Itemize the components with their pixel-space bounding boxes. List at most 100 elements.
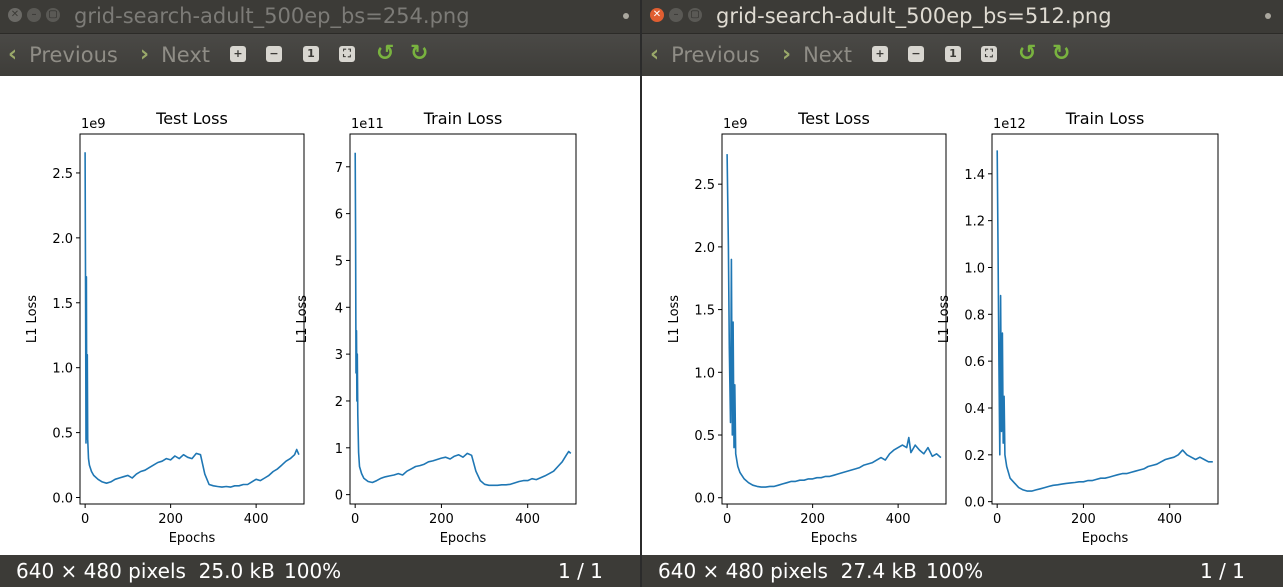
file-size: 27.4 kB [840, 559, 917, 583]
status-bar: 640 × 480 pixels 25.0 kB 100% 1 / 1 [0, 555, 641, 587]
axis-multiplier: 1e9 [81, 117, 106, 132]
normal-size-icon[interactable]: 1 [945, 46, 961, 62]
next-label: Next [161, 43, 210, 67]
x-tick-label: 0 [351, 512, 359, 527]
y-tick-label: 0.2 [964, 449, 985, 464]
series-line [84, 152, 300, 488]
y-tick-label: 0.0 [52, 492, 73, 507]
close-icon[interactable]: ✕ [8, 8, 22, 22]
rotate-right-icon[interactable]: ↻ [1052, 41, 1071, 66]
image-viewport: Test Loss 1e9 0 200 400 0.0 0.5 1.0 1.5 2.0 2.5 Epo… [642, 76, 1283, 555]
chevron-left-icon: ‹ [650, 42, 660, 67]
minimize-icon[interactable]: – [27, 8, 41, 22]
y-tick-label: 1.2 [964, 215, 985, 230]
chart-title: Test Loss [797, 109, 870, 128]
zoom-in-icon[interactable]: + [872, 46, 888, 62]
x-tick-label: 200 [429, 512, 454, 527]
rotate-left-icon[interactable]: ↺ [376, 41, 395, 66]
axis-multiplier: 1e12 [993, 117, 1026, 132]
y-tick-label: 1.0 [694, 366, 715, 381]
close-icon[interactable]: ✕ [650, 8, 664, 22]
y-tick-label: 2.0 [52, 232, 73, 247]
y-tick-label: 0 [335, 489, 343, 504]
test-loss-chart: Test Loss 1e9 0 200 400 0.0 0.5 1.0 1.5 2.0 2.5 Epo… [667, 109, 947, 546]
chevron-left-icon: ‹ [8, 42, 18, 67]
y-tick-label: 0.5 [52, 427, 73, 442]
series-line [996, 150, 1213, 492]
plot-frame [721, 133, 947, 505]
y-tick-label: 6 [335, 208, 343, 223]
window-title: grid-search-adult_500ep_bs=254.png [74, 4, 470, 28]
zoom-level: 100% [284, 559, 342, 583]
minimize-icon[interactable]: – [669, 8, 683, 22]
y-tick-label: 1.0 [52, 362, 73, 377]
y-tick-label: 1.0 [964, 261, 985, 276]
x-axis-label: Epochs [440, 531, 487, 546]
x-tick-label: 0 [81, 512, 89, 527]
x-axis-label: Epochs [811, 531, 858, 546]
y-tick-label: 2.0 [694, 241, 715, 256]
x-tick-label: 200 [158, 512, 183, 527]
series-line [726, 154, 942, 488]
train-loss-chart: Train Loss 1e12 0 200 400 0.0 0.2 0.4 0.6 0.8 1.0 1… [937, 109, 1219, 546]
zoom-in-icon[interactable]: + [230, 46, 246, 62]
rotate-right-icon[interactable]: ↻ [410, 41, 429, 66]
chart-title: Test Loss [155, 109, 228, 128]
y-tick-label: 0.5 [694, 429, 715, 444]
y-axis-label: L1 Loss [937, 295, 952, 343]
chevron-right-icon: › [140, 42, 150, 67]
y-tick-label: 1.4 [964, 168, 985, 183]
best-fit-icon[interactable]: ⛶ [339, 46, 355, 62]
previous-label: Previous [671, 43, 760, 67]
zoom-level: 100% [926, 559, 984, 583]
y-tick-label: 7 [335, 161, 343, 176]
previous-button[interactable]: ‹ Previous [650, 34, 760, 76]
x-tick-label: 400 [886, 512, 911, 527]
previous-button[interactable]: ‹ Previous [8, 34, 118, 76]
y-tick-label: 4 [335, 301, 343, 316]
normal-size-icon[interactable]: 1 [303, 46, 319, 62]
previous-label: Previous [29, 43, 118, 67]
window-menu-icon[interactable] [1265, 13, 1271, 19]
title-bar: ✕ – ▢ grid-search-adult_500ep_bs=254.png [0, 0, 641, 33]
file-size: 25.0 kB [198, 559, 275, 583]
zoom-out-icon[interactable]: − [266, 46, 282, 62]
y-tick-label: 1.5 [52, 297, 73, 312]
axis-multiplier: 1e9 [723, 117, 748, 132]
chart-title: Train Loss [423, 109, 503, 128]
next-button[interactable]: › Next [140, 34, 210, 76]
chevron-right-icon: › [782, 42, 792, 67]
status-bar: 640 × 480 pixels 27.4 kB 100% 1 / 1 [642, 555, 1283, 587]
window-menu-icon[interactable] [623, 13, 629, 19]
y-axis-label: L1 Loss [25, 295, 40, 343]
x-tick-label: 400 [515, 512, 540, 527]
y-tick-label: 0.4 [964, 402, 985, 417]
rotate-left-icon[interactable]: ↺ [1018, 41, 1037, 66]
x-tick-label: 0 [723, 512, 731, 527]
best-fit-icon[interactable]: ⛶ [981, 46, 997, 62]
y-tick-label: 5 [335, 254, 343, 269]
y-tick-label: 0.0 [964, 496, 985, 511]
y-axis-label: L1 Loss [295, 295, 310, 343]
page-indicator: 1 / 1 [558, 559, 603, 583]
image-viewport: Test Loss 1e9 0 200 400 0.0 0.5 1.0 1.5 2.0 2.5 Epo… [0, 76, 641, 555]
train-loss-chart: Train Loss 1e11 0 200 400 0 1 2 3 4 5 6 7 Epochs L1 Lo… [295, 109, 577, 546]
y-tick-label: 2 [335, 395, 343, 410]
next-button[interactable]: › Next [782, 34, 852, 76]
image-viewer-window-left: ✕ – ▢ grid-search-adult_500ep_bs=254.png… [0, 0, 641, 587]
title-bar: ✕ – ▢ grid-search-adult_500ep_bs=512.png [642, 0, 1283, 33]
x-tick-label: 400 [244, 512, 269, 527]
zoom-out-icon[interactable]: − [908, 46, 924, 62]
x-axis-label: Epochs [169, 531, 216, 546]
y-tick-label: 1 [335, 442, 343, 457]
maximize-icon[interactable]: ▢ [688, 8, 702, 22]
maximize-icon[interactable]: ▢ [46, 8, 60, 22]
image-viewer-window-right: ✕ – ▢ grid-search-adult_500ep_bs=512.png… [642, 0, 1283, 587]
test-loss-chart: Test Loss 1e9 0 200 400 0.0 0.5 1.0 1.5 2.0 2.5 Epo… [25, 109, 305, 546]
next-label: Next [803, 43, 852, 67]
toolbar: ‹ Previous › Next + − 1 ⛶ ↺ ↻ [0, 33, 641, 77]
chart-title: Train Loss [1065, 109, 1145, 128]
y-tick-label: 3 [335, 348, 343, 363]
